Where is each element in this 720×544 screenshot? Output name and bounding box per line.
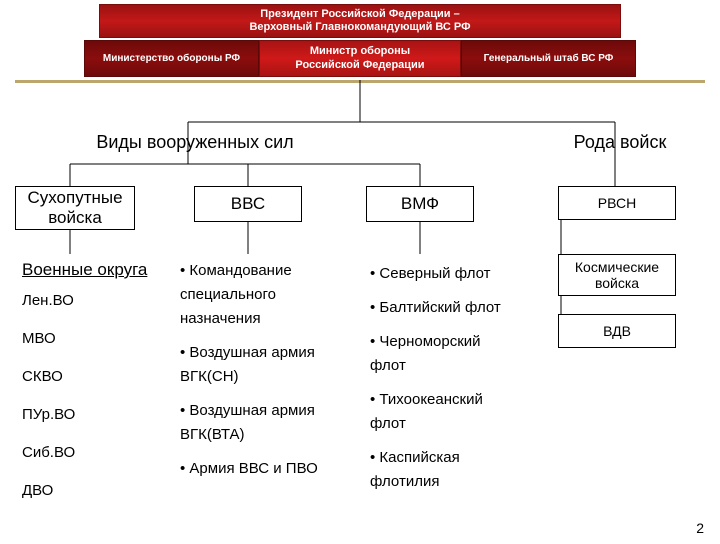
president-line2: Верховный Главнокомандующий ВС РФ xyxy=(249,21,470,33)
vvs-box-label: ВВС xyxy=(231,194,265,214)
vvs-item: • Армия ВВС и ПВО xyxy=(180,457,340,481)
roda-label: Рода войск xyxy=(560,132,680,153)
mod-left-box: Министерство обороны РФ xyxy=(84,40,259,76)
vmf-column: • Северный флот • Балтийский флот • Черн… xyxy=(370,262,520,504)
slide-number: 2 xyxy=(696,520,704,536)
second-row: Министерство обороны РФ Министр обороны … xyxy=(0,40,720,76)
vdv-box: ВДВ xyxy=(558,314,676,348)
rvsn-box-label: РВСН xyxy=(598,195,636,211)
president-line1: Президент Российской Федерации – xyxy=(260,8,459,20)
gold-divider xyxy=(15,80,705,83)
sv-col-heading: Военные округа xyxy=(22,256,152,283)
sv-item: Сиб.ВО xyxy=(22,441,152,465)
vmf-item: • Северный флот xyxy=(370,262,520,286)
sv-item: ДВО xyxy=(22,479,152,503)
vvs-column: • Командование специального назначения •… xyxy=(180,259,340,491)
vmf-item: • Балтийский флот xyxy=(370,296,520,320)
vmf-box-label: ВМФ xyxy=(401,194,439,214)
mod-center-line1: Министр обороны xyxy=(310,45,410,57)
sv-item: СКВО xyxy=(22,365,152,389)
sv-item: Лен.ВО xyxy=(22,289,152,313)
vmf-item: • Тихоокеанский флот xyxy=(370,388,520,436)
president-banner: Президент Российской Федерации – Верховн… xyxy=(99,4,621,38)
mod-right-label: Генеральный штаб ВС РФ xyxy=(484,53,614,64)
kosm-box-label: Космические войска xyxy=(565,259,669,291)
vvs-item: • Воздушная армия ВГК(СН) xyxy=(180,341,340,389)
mod-center-line2: Российской Федерации xyxy=(295,59,424,71)
vmf-box: ВМФ xyxy=(366,186,474,222)
rvsn-box: РВСН xyxy=(558,186,676,220)
vvs-box: ВВС xyxy=(194,186,302,222)
mod-left-label: Министерство обороны РФ xyxy=(103,53,240,64)
kosm-box: Космические войска xyxy=(558,254,676,296)
mod-right-box: Генеральный штаб ВС РФ xyxy=(461,40,636,76)
sv-item: МВО xyxy=(22,327,152,351)
vvs-item: • Воздушная армия ВГК(ВТА) xyxy=(180,399,340,447)
vmf-item: • Черноморский флот xyxy=(370,330,520,378)
vdv-box-label: ВДВ xyxy=(603,323,631,339)
sv-box-label: Сухопутные войска xyxy=(22,188,128,228)
sv-box: Сухопутные войска xyxy=(15,186,135,230)
vvs-item: • Командование специального назначения xyxy=(180,259,340,331)
vmf-item: • Каспийская флотилия xyxy=(370,446,520,494)
mod-center-box: Министр обороны Российской Федерации xyxy=(259,40,461,76)
vidy-label: Виды вооруженных сил xyxy=(90,132,300,153)
sv-column: Военные округа Лен.ВО МВО СКВО ПУр.ВО Си… xyxy=(22,256,152,503)
sv-item: ПУр.ВО xyxy=(22,403,152,427)
